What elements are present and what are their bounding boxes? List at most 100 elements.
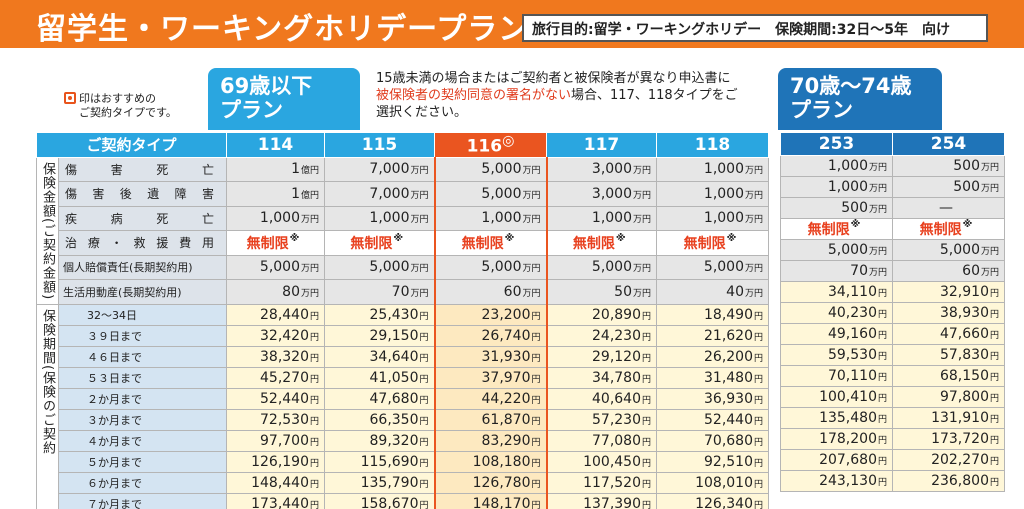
premium-cell: 207,680円 (780, 449, 893, 471)
value-text: 40,230 (827, 305, 877, 321)
amount-row: 1,000万円 500万円 (780, 176, 1005, 198)
asterisk-note: ※ (504, 232, 515, 244)
period-row: 100,410円 97,800円 (780, 386, 1005, 408)
unit-text: 円 (310, 311, 320, 322)
premium-cell: 100,450円 (546, 450, 658, 473)
unit-text: 万円 (410, 190, 429, 201)
unit-text: 円 (754, 395, 764, 406)
value-text: 97,700 (260, 432, 309, 449)
amount-cell: 5,000万円 (892, 239, 1005, 261)
value-text: 1 (291, 185, 300, 202)
value-text: 34,640 (369, 348, 419, 365)
period-label: ５３日まで (57, 366, 228, 389)
value-text: — (939, 200, 953, 216)
unit-text: 円 (419, 332, 429, 343)
unit-text: 万円 (522, 166, 541, 177)
premium-cell: 100,410円 (780, 386, 893, 408)
value-text: 37,970 (481, 369, 531, 386)
unit-text: 円 (754, 479, 764, 490)
unit-text: 万円 (980, 163, 999, 173)
unit-text: 万円 (301, 215, 320, 226)
unit-text: 円 (419, 479, 429, 490)
value-text: 70,680 (704, 432, 753, 449)
premium-cell: 38,930円 (892, 302, 1005, 324)
value-text: 92,510 (704, 453, 753, 470)
unit-text: 円 (531, 500, 541, 509)
unit-text: 円 (989, 478, 999, 488)
unit-text: 円 (754, 311, 764, 322)
amount-row: 5,000万円 5,000万円 (780, 239, 1005, 261)
premium-cell: 40,230円 (780, 302, 893, 324)
unit-text: 万円 (745, 264, 764, 275)
period-section-text: 保険期間(保険のご契約 (40, 308, 55, 455)
premium-cell: 18,490円 (656, 303, 770, 326)
unit-text: 円 (642, 500, 652, 509)
value-text: 32,420 (260, 327, 309, 344)
premium-cell: 236,800円 (892, 470, 1005, 492)
period-row: ６か月まで 148,440円 135,790円 126,780円 117,520円 108… (37, 471, 770, 494)
value-text: 500 (953, 179, 980, 195)
table-header-row: 253 254 (780, 132, 1005, 156)
amount-cell: 1,000万円 (656, 181, 770, 207)
premium-cell: 173,720円 (892, 428, 1005, 450)
value-text: 5,000 (703, 259, 744, 276)
amount-row: 生活用動産(長期契約用) 80万円 70万円 60万円 50万円 40万円 (37, 279, 770, 305)
recommended-mark-icon (64, 92, 76, 104)
amount-cell: 無制限※ (780, 218, 893, 240)
amount-cell: 60万円 (892, 260, 1005, 282)
value-text: 178,200 (819, 431, 877, 447)
amount-cell: 1,000万円 (656, 205, 770, 232)
unit-text: 万円 (980, 184, 999, 194)
amount-cell: 70万円 (324, 279, 436, 305)
value-text: 77,080 (592, 432, 641, 449)
value-text: 57,830 (939, 347, 989, 363)
value-text: 25,430 (369, 306, 419, 323)
premium-cell: 115,690円 (324, 450, 436, 473)
legend-text-2: ご契約タイプです。 (79, 106, 177, 119)
premium-cell: 31,930円 (433, 345, 548, 368)
period-label: 32〜34日 (57, 303, 228, 326)
value-text: 68,150 (939, 368, 989, 384)
amount-cell: 50万円 (546, 279, 658, 305)
period-row: ２か月まで 52,440円 47,680円 44,220円 40,640円 36,930円 (37, 387, 770, 410)
value-text: 52,440 (704, 411, 753, 428)
amount-cell: 1,000万円 (324, 205, 436, 232)
premium-cell: 131,910円 (892, 407, 1005, 429)
value-text: 38,320 (260, 348, 309, 365)
unit-text: 万円 (301, 264, 320, 275)
value-text: 126,780 (472, 474, 531, 491)
unit-text: 円 (877, 352, 887, 362)
value-text: 1,000 (591, 210, 632, 227)
premium-cell: 117,520円 (546, 471, 658, 494)
unit-text: 万円 (301, 289, 320, 300)
type-header-253: 253 (780, 132, 893, 156)
value-text: 70 (850, 263, 868, 279)
period-row: ３か月まで 72,530円 66,350円 61,870円 57,230円 52,440円 (37, 408, 770, 431)
unit-text: 円 (531, 311, 541, 322)
plan-tab-under-69: 69歳以下 プラン (208, 68, 360, 130)
unit-text: 円 (754, 458, 764, 469)
period-row: ４か月まで 97,700円 89,320円 83,290円 77,080円 70,680円 (37, 429, 770, 452)
unit-text: 万円 (633, 190, 652, 201)
asterisk-note: ※ (726, 232, 737, 244)
premium-cell: 108,180円 (433, 450, 548, 473)
premium-cell: 68,150円 (892, 365, 1005, 387)
value-text: 5,000 (827, 242, 868, 258)
value-text: 80 (282, 284, 300, 301)
type-selection-note: 15歳未満の場合またはご契約者と被保険者が異なり申込書に 被保険者の契約同意の署… (376, 70, 776, 121)
amount-row: 無制限※ 無制限※ (780, 218, 1005, 240)
value-text: 5,000 (481, 161, 522, 178)
premium-cell: 31,480円 (656, 366, 770, 389)
value-text: 34,780 (592, 369, 641, 386)
period-row: ７か月まで 173,440円 158,670円 148,170円 137,390円 126… (37, 492, 770, 509)
unit-text: 円 (310, 332, 320, 343)
value-text: 40,640 (592, 390, 641, 407)
travel-purpose-box: 旅行目的:留学・ワーキングホリデー 保険期間:32日〜5年 向け (522, 14, 988, 42)
period-label: ７か月まで (57, 492, 228, 509)
unit-text: 円 (642, 458, 652, 469)
amount-cell: 1億円 (226, 181, 326, 207)
value-text: 70 (391, 284, 410, 301)
amount-cell: 60万円 (433, 279, 548, 305)
unit-text: 円 (419, 500, 429, 509)
unit-text: 万円 (633, 289, 652, 300)
